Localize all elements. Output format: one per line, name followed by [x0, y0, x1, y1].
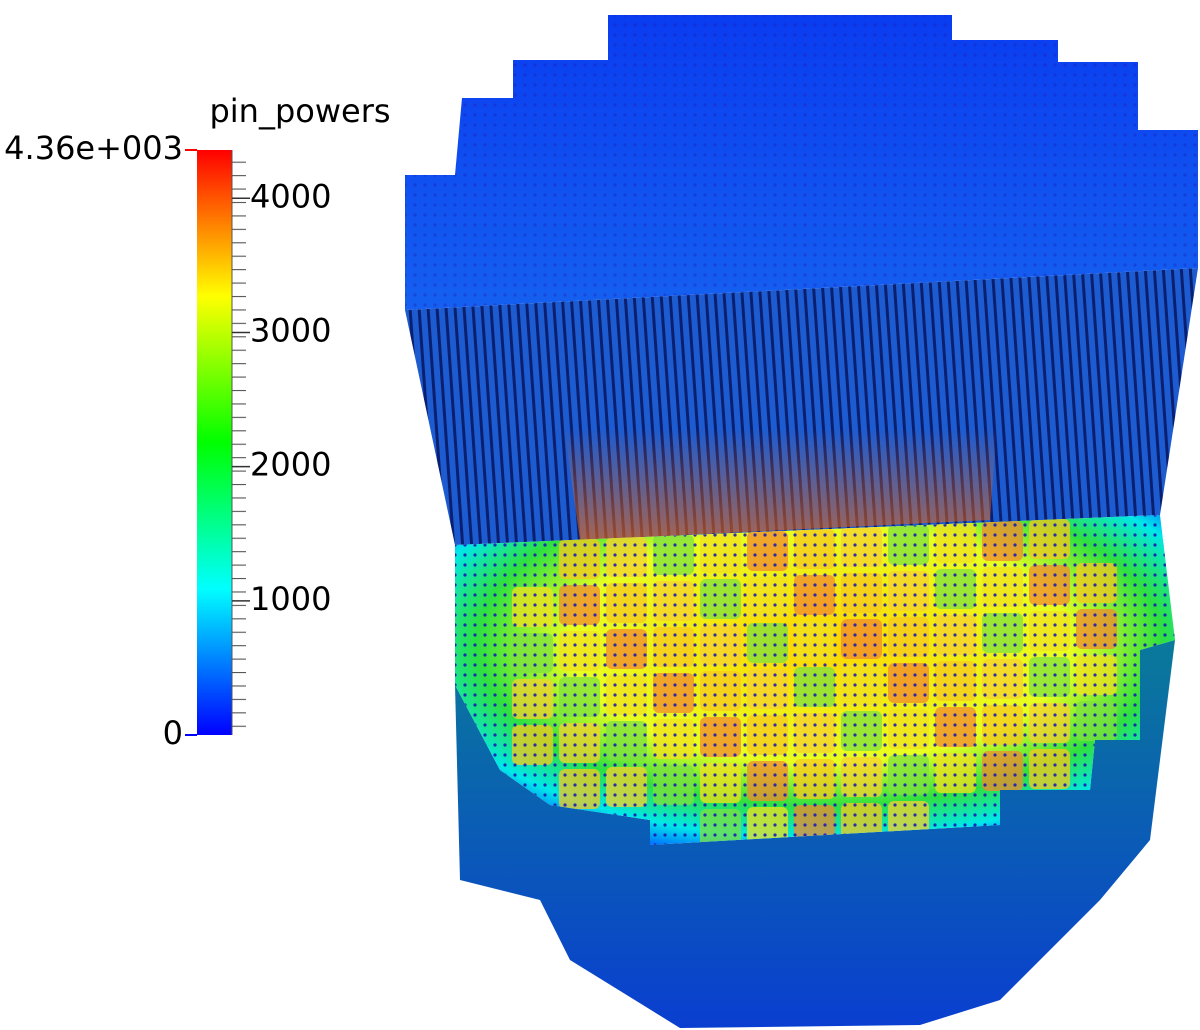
colorbar-min-label: 0: [163, 714, 183, 752]
colorbar-tick-label: 2000: [250, 446, 331, 484]
colorbar-max-label: 4.36e+003: [4, 129, 183, 167]
top-face-dots: [405, 15, 1198, 310]
colorbar-ramp: [197, 150, 232, 735]
side-glow: [560, 380, 1000, 540]
bottom-face: [455, 515, 1175, 845]
colorbar-tick-label: 3000: [250, 311, 331, 349]
colorbar: pin_powers 0 4.36e+003 1000 2000 3000 4000: [4, 92, 390, 752]
colorbar-title: pin_powers: [209, 92, 390, 130]
pin-dots: [455, 515, 1175, 845]
reactor-core: [405, 15, 1198, 1028]
lower-columns: [455, 640, 1175, 1028]
colorbar-minor-ticks: [232, 150, 246, 735]
colorbar-tick-label: 1000: [250, 580, 331, 618]
colorbar-tick-label: 4000: [250, 177, 331, 215]
